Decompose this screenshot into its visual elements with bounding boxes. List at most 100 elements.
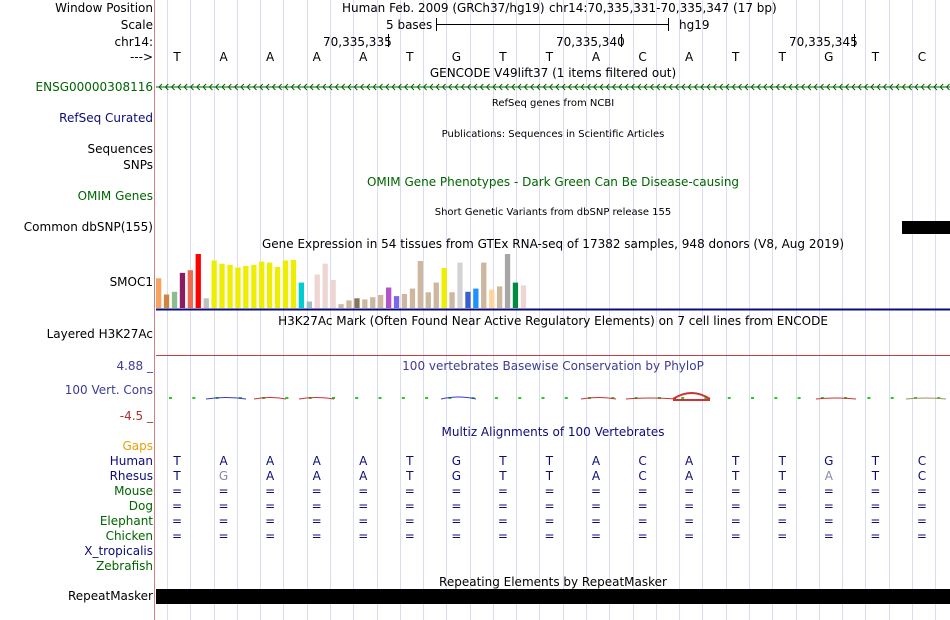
strand-chevron bbox=[164, 83, 169, 91]
gtex-tissue-bar[interactable] bbox=[290, 259, 297, 308]
strand-chevron bbox=[429, 83, 434, 91]
phylop-conservation-plot[interactable] bbox=[156, 390, 950, 410]
repeatmasker-label[interactable]: RepeatMasker bbox=[67, 589, 153, 603]
repeatmasker-track-title[interactable]: Repeating Elements by RepeatMasker bbox=[439, 575, 667, 589]
gencode-gene-feature[interactable] bbox=[156, 80, 950, 94]
gtex-tissue-bar[interactable] bbox=[362, 299, 368, 308]
publications-snps-label[interactable]: SNPs bbox=[123, 158, 153, 172]
strand-chevron bbox=[933, 83, 938, 91]
position-tick bbox=[621, 34, 622, 47]
gtex-tissue-bar[interactable] bbox=[504, 254, 511, 308]
gtex-tissue-bar[interactable] bbox=[306, 301, 312, 309]
species-label-zebrafish[interactable]: Zebrafish bbox=[96, 559, 153, 573]
gencode-track-title[interactable]: GENCODE V49lift37 (1 items filtered out) bbox=[429, 66, 677, 80]
gtex-tissue-bar[interactable] bbox=[282, 260, 289, 309]
repeatmasker-feature[interactable] bbox=[156, 589, 950, 604]
gtex-track-title[interactable]: Gene Expression in 54 tissues from GTEx … bbox=[261, 237, 845, 251]
species-label-dog[interactable]: Dog bbox=[128, 499, 153, 513]
species-label-mouse[interactable]: Mouse bbox=[114, 484, 153, 498]
dbsnp-variant-feature[interactable] bbox=[902, 221, 950, 234]
gtex-tissue-bar[interactable] bbox=[330, 279, 336, 308]
gtex-tissue-bar[interactable] bbox=[179, 272, 186, 308]
dbsnp-track-title[interactable]: Short Genetic Variants from dbSNP releas… bbox=[434, 207, 672, 218]
gtex-tissue-bar[interactable] bbox=[187, 270, 193, 308]
species-label-human[interactable]: Human bbox=[109, 454, 153, 468]
gtex-tissue-bar[interactable] bbox=[195, 254, 201, 308]
gtex-tissue-bar[interactable] bbox=[243, 265, 249, 308]
gtex-tissue-bar[interactable] bbox=[409, 288, 416, 308]
species-label-elephant[interactable]: Elephant bbox=[99, 514, 153, 528]
gtex-tissue-bar[interactable] bbox=[322, 263, 328, 308]
gtex-tissue-bar[interactable] bbox=[354, 298, 360, 308]
gencode-gene-label[interactable]: ENSG00000308116 bbox=[35, 80, 153, 94]
dbsnp-label[interactable]: Common dbSNP(155) bbox=[23, 220, 153, 234]
phylop-score-mark bbox=[704, 397, 708, 399]
phylop-score-mark bbox=[448, 397, 452, 399]
gtex-tissue-bar[interactable] bbox=[497, 286, 503, 308]
h3k27ac-label[interactable]: Layered H3K27Ac bbox=[46, 327, 153, 341]
gtex-tissue-bar[interactable] bbox=[520, 285, 527, 308]
scale-bar-left-tick bbox=[436, 18, 437, 31]
alignment-base: T bbox=[499, 454, 507, 468]
gtex-tissue-bar[interactable] bbox=[457, 262, 463, 308]
gtex-tissue-bar[interactable] bbox=[386, 287, 392, 309]
omim-track-title[interactable]: OMIM Gene Phenotypes - Dark Green Can Be… bbox=[366, 175, 740, 189]
gtex-tissue-bar[interactable] bbox=[433, 282, 439, 308]
h3k27ac-track-title[interactable]: H3K27Ac Mark (Often Found Near Active Re… bbox=[278, 314, 828, 328]
gtex-tissue-bar[interactable] bbox=[512, 282, 519, 308]
gtex-tissue-bar[interactable] bbox=[449, 292, 455, 308]
species-label-x_tropicalis[interactable]: X_tropicalis bbox=[84, 544, 153, 558]
gtex-expression-chart[interactable] bbox=[156, 252, 950, 312]
gtex-tissue-bar[interactable] bbox=[203, 298, 209, 308]
gtex-tissue-bar[interactable] bbox=[267, 262, 273, 308]
gtex-tissue-bar[interactable] bbox=[465, 291, 471, 308]
phylop-track-title[interactable]: 100 vertebrates Basewise Conservation by… bbox=[402, 359, 704, 373]
gtex-tissue-bar[interactable] bbox=[489, 289, 495, 308]
gtex-tissue-bar[interactable] bbox=[425, 292, 431, 308]
alignment-base: = bbox=[218, 514, 229, 528]
multiz-track-title[interactable]: Multiz Alignments of 100 Vertebrates bbox=[441, 425, 665, 439]
gtex-tissue-bar[interactable] bbox=[473, 288, 479, 308]
phylop-label[interactable]: 100 Vert. Cons bbox=[64, 383, 153, 397]
gtex-tissue-bar[interactable] bbox=[314, 274, 320, 309]
gtex-tissue-bar[interactable] bbox=[378, 295, 384, 308]
gtex-tissue-bar[interactable] bbox=[417, 261, 423, 308]
publications-track-title[interactable]: Publications: Sequences in Scientific Ar… bbox=[441, 129, 665, 140]
gtex-tissue-bar[interactable] bbox=[227, 264, 233, 308]
gtex-tissue-bar[interactable] bbox=[274, 267, 281, 308]
strand-chevron bbox=[542, 83, 547, 91]
strand-chevron bbox=[492, 83, 497, 91]
refseq-curated-label[interactable]: RefSeq Curated bbox=[59, 111, 153, 125]
region-position[interactable]: chr14:70,335,331-70,335,347 (17 bp) bbox=[549, 1, 777, 15]
gtex-tissue-bar[interactable] bbox=[393, 296, 400, 308]
gtex-tissue-bar[interactable] bbox=[259, 261, 265, 308]
gtex-tissue-bar[interactable] bbox=[338, 304, 344, 308]
gtex-tissue-bar[interactable] bbox=[346, 300, 352, 308]
strand-chevron bbox=[681, 83, 686, 91]
alignment-base: A bbox=[591, 469, 601, 483]
gtex-tissue-bar[interactable] bbox=[163, 294, 170, 309]
strand-chevron bbox=[693, 83, 698, 91]
gtex-gene-label[interactable]: SMOC1 bbox=[109, 275, 153, 289]
gtex-tissue-bar[interactable] bbox=[156, 278, 162, 308]
gtex-tissue-bar[interactable] bbox=[441, 268, 447, 308]
gtex-tissue-bar[interactable] bbox=[251, 264, 257, 308]
phylop-axis-max: 4.88 _ bbox=[116, 359, 153, 373]
alignment-base: = bbox=[265, 514, 276, 528]
gtex-tissue-bar[interactable] bbox=[171, 291, 178, 308]
omim-genes-label[interactable]: OMIM Genes bbox=[77, 189, 153, 203]
gtex-tissue-bar[interactable] bbox=[481, 262, 487, 308]
gtex-tissue-bar[interactable] bbox=[370, 297, 376, 308]
species-label-chicken[interactable]: Chicken bbox=[105, 529, 153, 543]
gtex-tissue-bar[interactable] bbox=[401, 294, 408, 308]
refseq-track-title[interactable]: RefSeq genes from NCBI bbox=[491, 98, 615, 109]
gtex-tissue-bar[interactable] bbox=[211, 260, 217, 309]
strand-chevron bbox=[523, 83, 528, 91]
publications-sequences-label[interactable]: Sequences bbox=[87, 142, 153, 156]
species-label-rhesus[interactable]: Rhesus bbox=[109, 469, 153, 483]
gtex-tissue-bar[interactable] bbox=[219, 263, 225, 308]
strand-chevron bbox=[788, 83, 793, 91]
gtex-tissue-bar[interactable] bbox=[298, 282, 304, 308]
gtex-tissue-bar[interactable] bbox=[235, 267, 241, 309]
gaps-label[interactable]: Gaps bbox=[122, 439, 153, 453]
